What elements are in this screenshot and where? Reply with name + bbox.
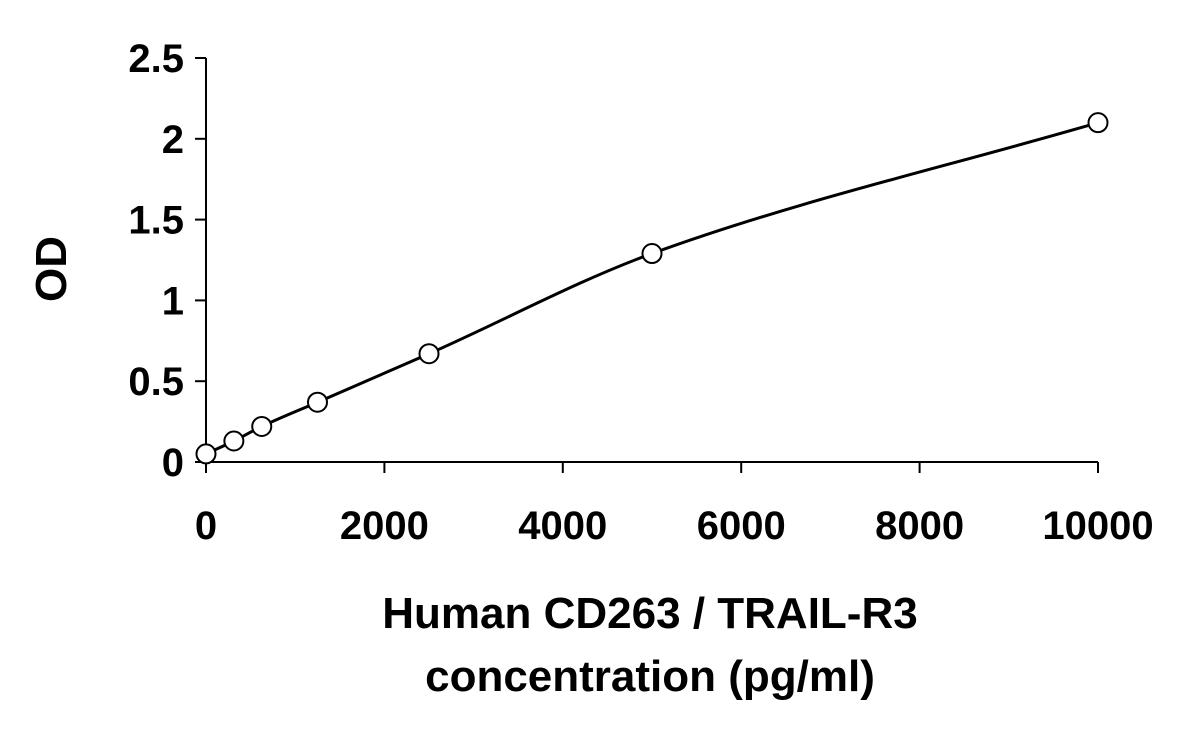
data-point (1087, 112, 1109, 134)
data-point (418, 343, 440, 365)
y-tick-label: 2.5 (128, 37, 184, 81)
x-tick-label: 4000 (518, 504, 607, 548)
x-tick-label: 2000 (340, 504, 429, 548)
data-point (251, 415, 273, 437)
fit-curve-layer (205, 121, 1099, 456)
y-tick-label: 2 (162, 118, 184, 162)
axes (195, 57, 1099, 473)
fit-curve (205, 121, 1099, 456)
x-axis-title-line-1: Human CD263 / TRAIL-R3 (382, 589, 917, 638)
data-points-layer (195, 112, 1109, 465)
data-point (223, 430, 245, 452)
x-tick-label: 0 (195, 504, 217, 548)
y-axis-title: OD (27, 236, 76, 302)
data-point (641, 243, 663, 265)
data-point (307, 391, 328, 413)
y-tick-label: 1.5 (128, 199, 184, 243)
x-axis-title-line-2: concentration (pg/ml) (425, 652, 875, 701)
x-tick-label: 6000 (697, 504, 786, 548)
data-point (195, 443, 217, 465)
x-tick-label: 10000 (1042, 504, 1153, 548)
y-tick-label: 1 (162, 279, 184, 323)
y-tick-label: 0.5 (128, 360, 184, 404)
tick-labels-layer: 0 0.5 1 1.5 2 2.5 0 2000 4000 6000 8000 10000 (128, 37, 1153, 548)
x-tick-label: 8000 (875, 504, 964, 548)
y-tick-label: 0 (162, 441, 184, 485)
